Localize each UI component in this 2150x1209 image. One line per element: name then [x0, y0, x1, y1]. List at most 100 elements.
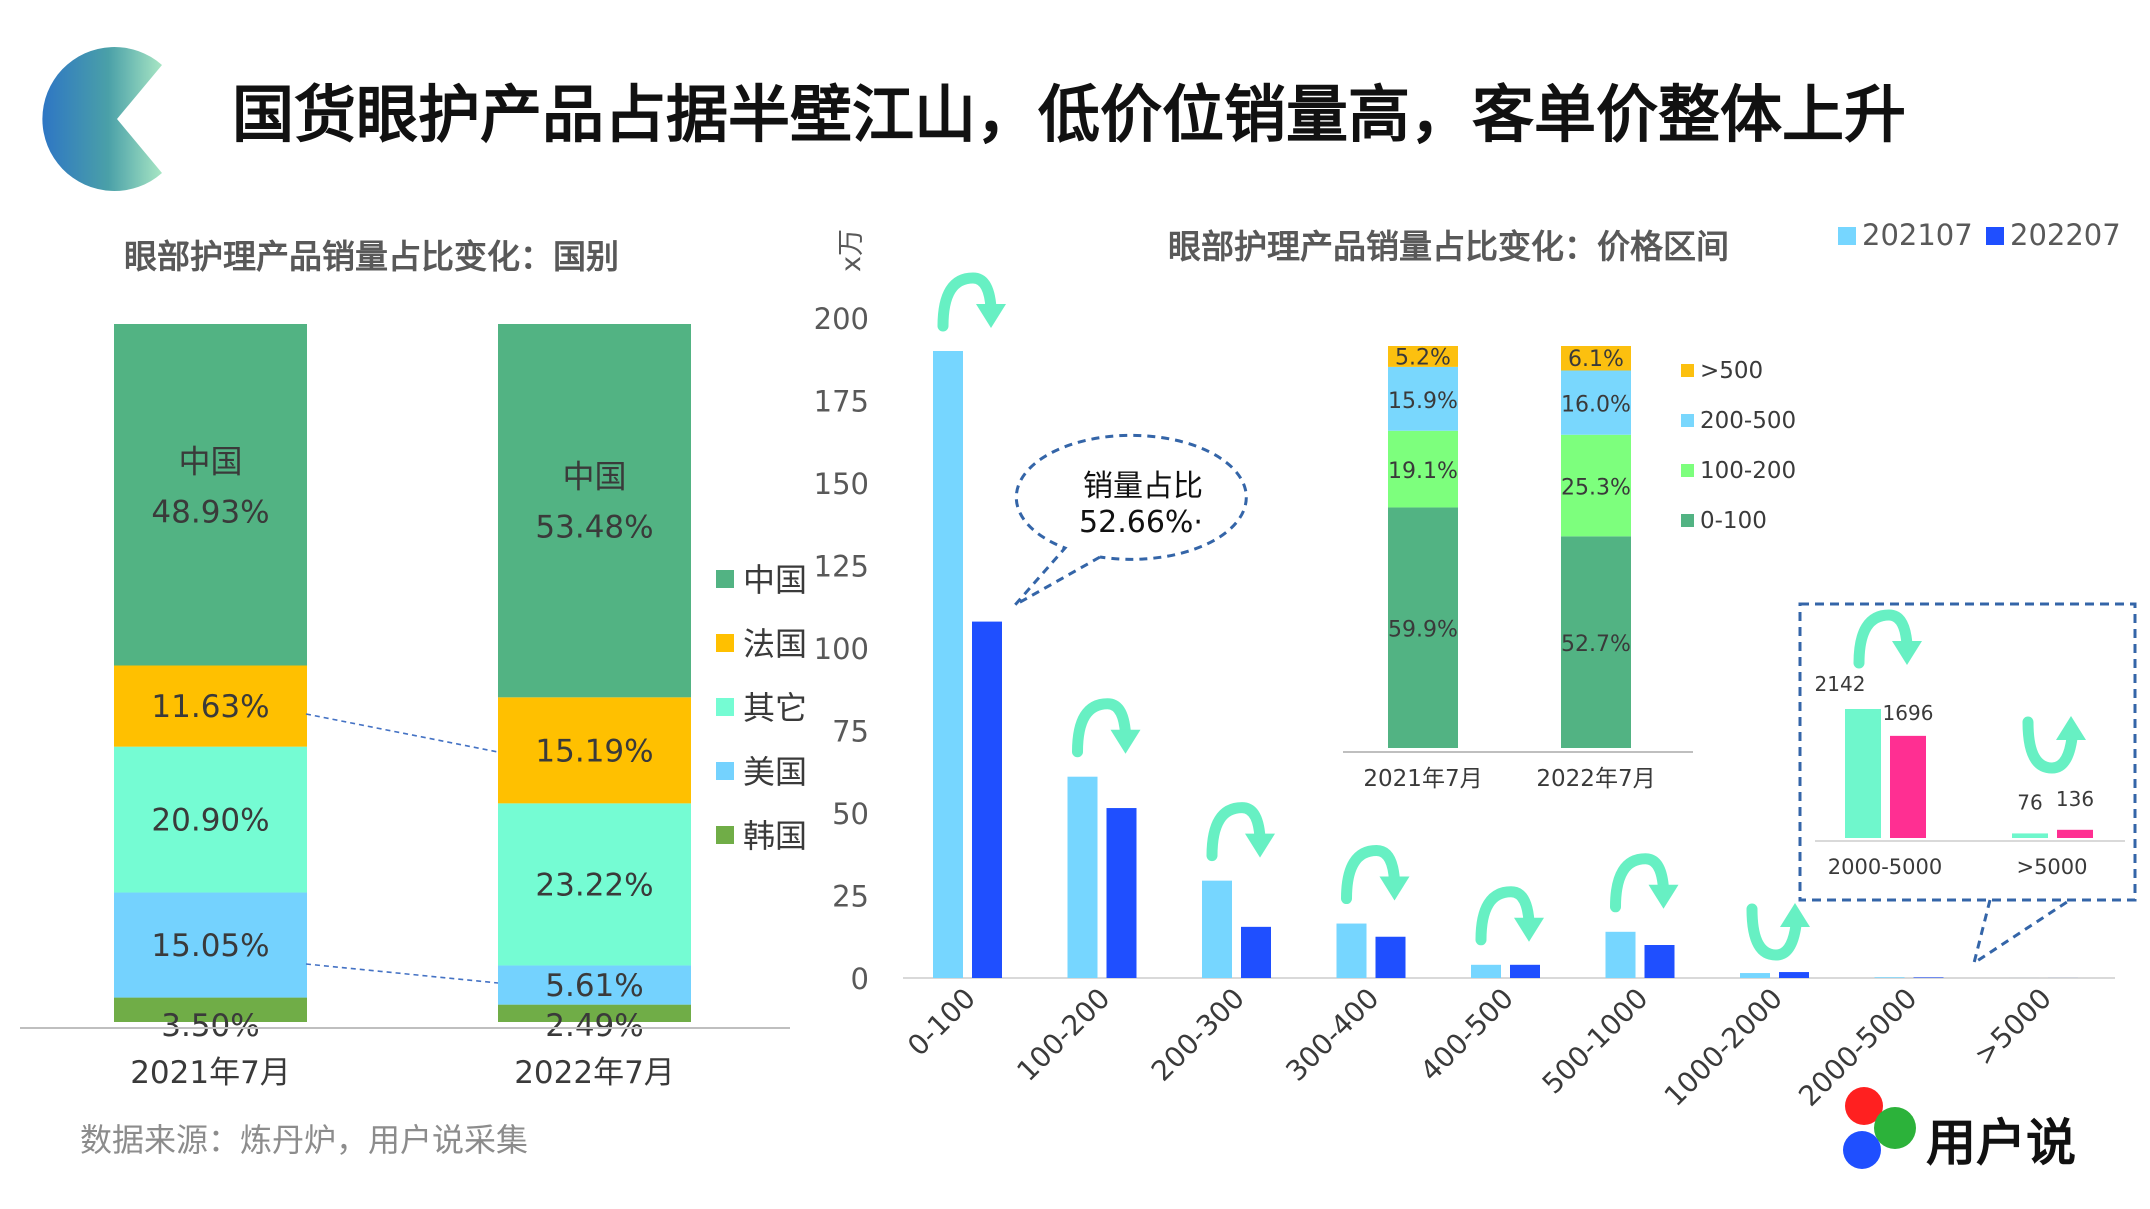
- header: 国货眼护产品占据半壁江山，低价位销量高，客单价整体上升: [42, 47, 1906, 192]
- inset-bar-segment: [1388, 366, 1458, 431]
- inset-legend-swatch: [1681, 364, 1694, 377]
- country-data-label: 5.61%: [545, 968, 643, 1004]
- country-segment-name: 中国: [178, 443, 242, 481]
- brand-logo-green-icon: [1874, 1107, 1916, 1149]
- country-bar-segment: [114, 324, 307, 666]
- country-bar-segment: [498, 1004, 691, 1022]
- logo-icon: [42, 47, 163, 192]
- price-x-tick: 0-100: [901, 982, 982, 1063]
- inset-bar-segment: [1388, 507, 1458, 748]
- trend-arrow-icon: [1853, 609, 1922, 669]
- country-legend-swatch: [716, 570, 734, 588]
- country-bar-segment: [114, 892, 307, 998]
- inset-data-label: 19.1%: [1388, 459, 1458, 484]
- price-y-tick: 100: [814, 632, 869, 666]
- inset-data-label: 15.9%: [1388, 389, 1458, 414]
- country-data-label: 23.22%: [535, 867, 653, 903]
- price-bar: [1375, 936, 1406, 978]
- price-y-tick: 175: [814, 385, 869, 419]
- high-price-data-label: 1696: [1883, 701, 1934, 725]
- country-bar-segment: [114, 746, 307, 893]
- brand-logo-red-icon: [1845, 1087, 1883, 1125]
- callout-bubble: [1013, 433, 1248, 607]
- inset-legend-swatch: [1681, 514, 1694, 527]
- trend-arrow-icon: [1746, 903, 1810, 961]
- price-legend-swatch: [1986, 227, 2004, 245]
- inset-data-label: 6.1%: [1568, 347, 1624, 372]
- inset-legend-label: 200-500: [1700, 408, 1796, 434]
- price-bar: [1067, 776, 1098, 978]
- price-bar: [1605, 931, 1636, 978]
- country-data-label: 53.48%: [535, 509, 653, 545]
- country-bar-segment: [498, 697, 691, 804]
- price-x-tick: 400-500: [1414, 982, 1520, 1088]
- country-legend-swatch: [716, 762, 734, 780]
- price-x-tick: 100-200: [1010, 982, 1116, 1088]
- price-bar: [1336, 923, 1367, 978]
- inset-data-label: 59.9%: [1388, 618, 1458, 643]
- connector-usa: [305, 963, 499, 984]
- price-bar: [933, 351, 963, 978]
- trend-arrow-icon: [1341, 845, 1410, 905]
- high-price-pointer: [1971, 898, 2071, 967]
- price-x-tick: 300-400: [1279, 982, 1385, 1088]
- inset-data-label: 25.3%: [1561, 476, 1631, 501]
- country-x-tick: 2021年7月: [130, 1055, 291, 1091]
- country-data-label: 48.93%: [151, 495, 269, 531]
- trend-arrow-icon: [1072, 698, 1141, 758]
- high-price-bar: [2012, 833, 2048, 838]
- high-price-inset: 2142 1696 2000-5000 76 136 >5000: [1798, 602, 2137, 967]
- country-bar-segment: [114, 665, 307, 747]
- inset-legend-label: >500: [1700, 358, 1763, 384]
- connector-france: [305, 713, 499, 753]
- country-legend-label: 法国: [743, 625, 807, 663]
- inset-bar-segment: [1561, 536, 1631, 748]
- share-callout: 销量占比 52.66%·: [1013, 433, 1248, 607]
- price-x-tick: 1000-2000: [1658, 982, 1789, 1113]
- price-y-tick: 200: [814, 302, 869, 336]
- trend-arrow-icon: [1475, 886, 1544, 946]
- country-legend-swatch: [716, 826, 734, 844]
- country-data-label: 20.90%: [151, 803, 269, 839]
- inset-x-tick: 2022年7月: [1536, 766, 1655, 792]
- price-bar: [1106, 808, 1137, 978]
- inset-bar-segment: [1561, 434, 1631, 537]
- trend-arrow-icon: [937, 272, 1006, 332]
- brand-logo-blue-icon: [1843, 1131, 1881, 1169]
- high-price-x-tick: >5000: [2016, 855, 2087, 879]
- inset-data-label: 52.7%: [1561, 632, 1631, 657]
- price-legend-swatch: [1838, 227, 1856, 245]
- country-data-label: 3.50%: [161, 1008, 259, 1044]
- trend-arrow-icon: [1206, 802, 1275, 862]
- price-bar: [1779, 972, 1809, 978]
- country-data-label: 15.05%: [151, 928, 269, 964]
- price-x-tick: >5000: [1968, 982, 2058, 1072]
- price-bar: [1241, 926, 1271, 978]
- price-legend-label: 202107: [1862, 218, 1973, 252]
- inset-bar-segment: [1388, 430, 1458, 508]
- price-legend-label: 202207: [2010, 218, 2121, 252]
- price-y-tick: 75: [832, 715, 869, 749]
- brand-logo: 用户说: [1843, 1087, 2076, 1172]
- country-legend-label: 中国: [743, 561, 807, 599]
- callout-line2: 52.66%·: [1079, 505, 1203, 540]
- price-y-tick: 25: [832, 880, 869, 914]
- y-unit-label: x万: [836, 229, 867, 272]
- inset-legend-label: 0-100: [1700, 508, 1767, 534]
- inset-legend-label: 100-200: [1700, 458, 1796, 484]
- price-bar: [1913, 977, 1944, 978]
- high-price-data-label: 76: [2017, 790, 2042, 814]
- inset-x-tick: 2021年7月: [1363, 766, 1482, 792]
- price-bar: [1202, 880, 1232, 978]
- price-y-tick: 50: [832, 797, 869, 831]
- country-x-tick: 2022年7月: [514, 1055, 675, 1091]
- inset-data-label: 16.0%: [1561, 393, 1631, 418]
- country-segment-name: 中国: [562, 457, 626, 495]
- page-title: 国货眼护产品占据半壁江山，低价位销量高，客单价整体上升: [232, 78, 1906, 151]
- high-price-bar: [1890, 735, 1926, 838]
- price-y-tick: 150: [814, 467, 869, 501]
- price-y-tick: 0: [851, 962, 869, 996]
- price-x-tick: 200-300: [1145, 982, 1251, 1088]
- inset-data-label: 5.2%: [1395, 345, 1451, 370]
- high-price-data-label: 136: [2056, 787, 2094, 811]
